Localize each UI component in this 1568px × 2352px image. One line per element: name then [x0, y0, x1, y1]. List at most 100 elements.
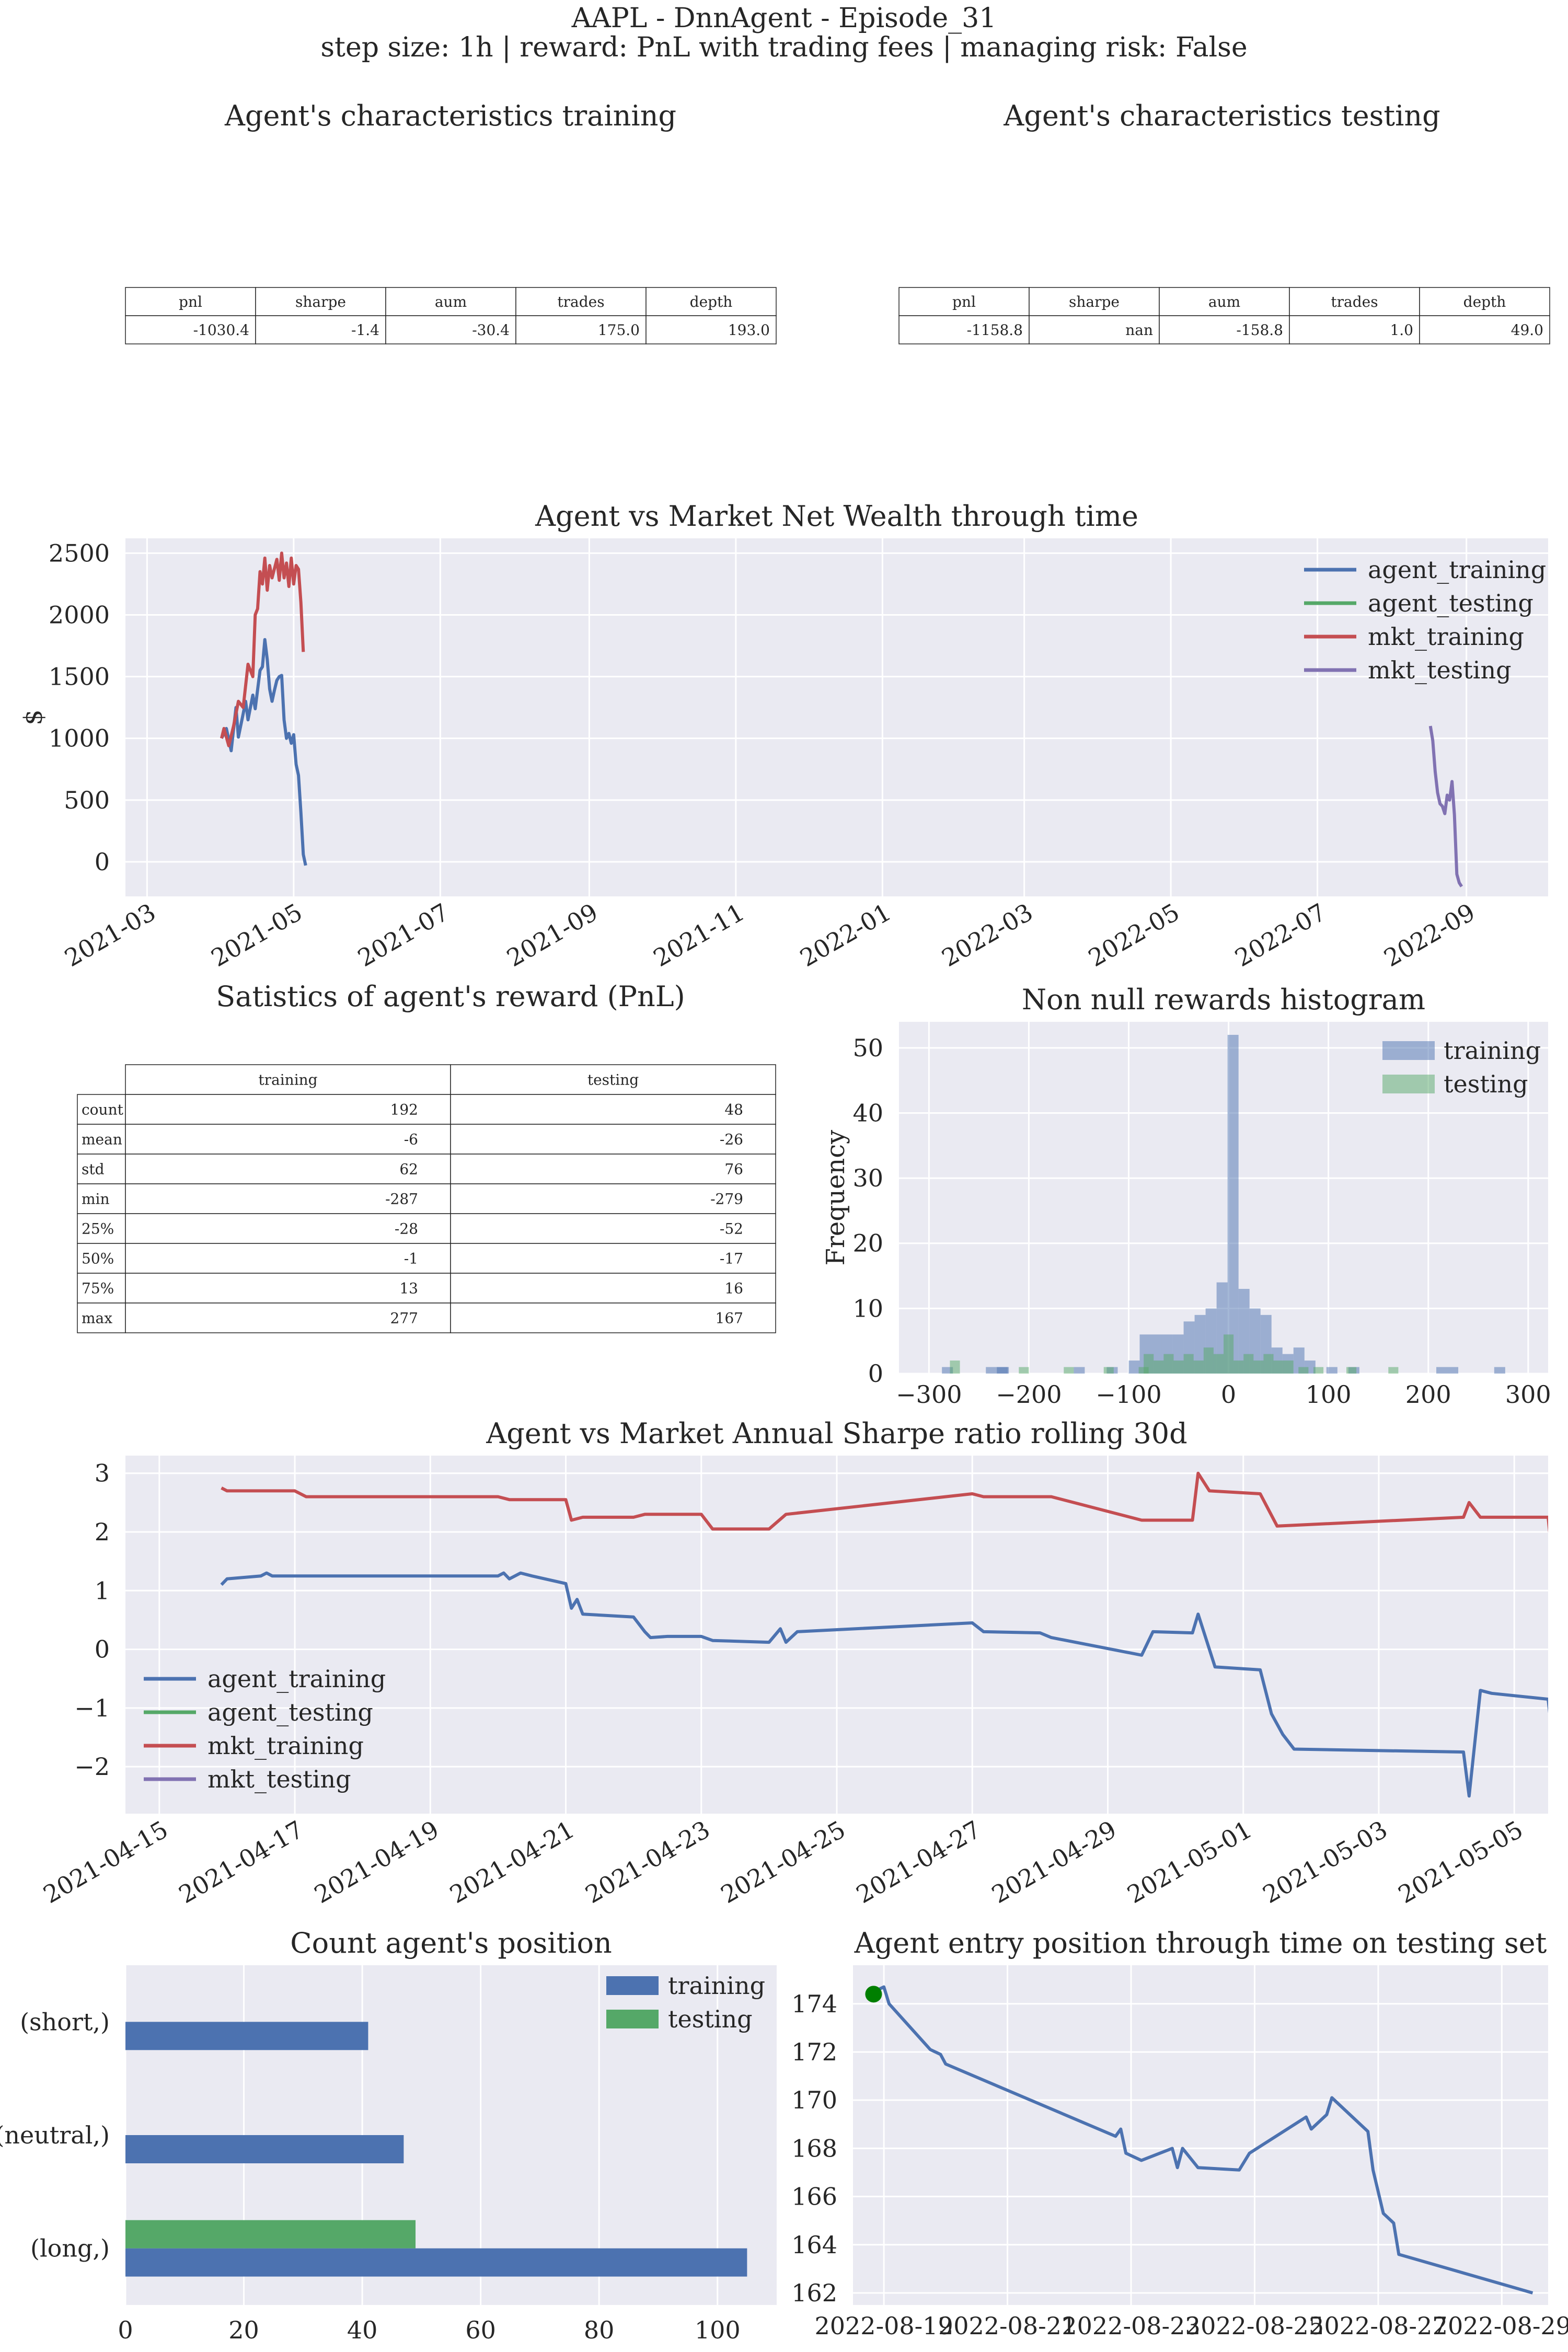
stats-row-label-25: 25%	[82, 1220, 114, 1238]
positions-legend-swatch-testing	[606, 2010, 659, 2028]
stats-row-label-std: std	[82, 1161, 105, 1178]
positions-legend-label-training: training	[668, 1971, 765, 2000]
sharpe-xtick-8: 2021-05-01	[1123, 1815, 1257, 1909]
histogram-bar-training-3	[1074, 1367, 1085, 1374]
histogram-bar-testing-2	[1064, 1367, 1074, 1374]
histogram-bar-testing-12	[1213, 1354, 1224, 1374]
wealth-xtick-9: 2022-09	[1379, 898, 1480, 972]
testing-header-pnl: pnl	[952, 293, 976, 310]
testing-value-depth: 49.0	[1511, 321, 1543, 339]
histogram-bar-training-5	[1128, 1361, 1140, 1374]
histogram-bar-testing-7	[1163, 1354, 1174, 1374]
wealth-xtick-0: 2021-03	[60, 898, 160, 972]
histogram-ytick-5: 50	[852, 1034, 883, 1062]
stats-training-50: -1	[404, 1250, 418, 1267]
entries-plot-area	[853, 1965, 1548, 2305]
histogram-bar-testing-16	[1253, 1361, 1264, 1374]
entries-xtick-2: 2022-08-23	[1062, 2312, 1200, 2340]
training-header-sharpe: sharpe	[295, 293, 346, 310]
wealth-xtick-2: 2021-07	[353, 898, 454, 972]
wealth-xtick-1: 2021-05	[206, 898, 307, 972]
testing-value-cell	[1159, 315, 1290, 344]
stats-cell	[125, 1273, 451, 1304]
histogram-bar-training-14	[1227, 1034, 1239, 1374]
stats-row-label-max: max	[82, 1310, 112, 1327]
training-value-trades: 175.0	[598, 321, 640, 339]
testing-header-sharpe: sharpe	[1069, 293, 1120, 310]
training-header-cell	[125, 287, 256, 316]
wealth-ylabel: $	[19, 709, 48, 725]
sharpe-ytick-5: 3	[95, 1459, 110, 1488]
stats-row-label-cell	[77, 1124, 126, 1155]
positions-bar-training-neutral	[125, 2135, 404, 2163]
entries-ytick-6: 174	[791, 1990, 837, 2018]
stats-training-max: 277	[390, 1310, 418, 1327]
wealth-ytick-2: 1000	[49, 724, 110, 753]
wealth-xtick-7: 2022-05	[1083, 898, 1184, 972]
training-header-depth: depth	[690, 293, 733, 310]
sharpe-legend-label-mkt-training: mkt_training	[207, 1732, 364, 1760]
histogram-bar-testing-1	[1019, 1367, 1029, 1374]
training-header-cell	[255, 287, 386, 316]
histogram-bar-testing-17	[1263, 1354, 1274, 1374]
testing-value-cell	[1029, 315, 1160, 344]
positions-bar-testing-long	[125, 2220, 416, 2249]
entries-line-price	[873, 1985, 1534, 2295]
testing-header-cell	[1289, 287, 1420, 316]
testing-header-depth: depth	[1463, 293, 1506, 310]
stats-row-label-mean: mean	[82, 1131, 122, 1148]
sharpe-xtick-5: 2021-04-25	[716, 1815, 850, 1909]
entries-xtick-1: 2022-08-21	[938, 2312, 1077, 2340]
positions-xtick-5: 100	[695, 2316, 741, 2344]
wealth-plot-area	[125, 538, 1548, 896]
wealth-legend-label-mkt-training: mkt_training	[1368, 622, 1524, 651]
testing-table-title: Agent's characteristics testing	[1003, 99, 1440, 132]
histogram-xtick-4: 100	[1306, 1380, 1352, 1409]
stats-row-label-count: count	[82, 1101, 124, 1119]
histogram-bar-training-26	[1494, 1367, 1505, 1374]
histogram-bar-testing-3	[1103, 1367, 1114, 1374]
histogram-xtick-1: −200	[996, 1380, 1062, 1409]
sharpe-xtick-0: 2021-04-15	[39, 1815, 173, 1909]
entries-ytick-3: 168	[791, 2134, 837, 2162]
wealth-ytick-3: 1500	[49, 663, 110, 691]
histogram-xtick-0: −300	[896, 1380, 962, 1409]
wealth-ytick-0: 0	[95, 848, 110, 876]
positions-xtick-1: 20	[228, 2316, 259, 2344]
positions-category-short: (short,)	[20, 2008, 110, 2036]
training-value-cell	[125, 315, 256, 344]
histogram-title: Non null rewards histogram	[1022, 983, 1425, 1016]
histogram-legend-swatch-testing	[1382, 1075, 1435, 1093]
sharpe-line-mkt-training	[221, 1471, 1548, 1533]
histogram-bar-testing-10	[1193, 1361, 1204, 1374]
testing-characteristics-table: Agent's characteristics testing pnl -1158…	[898, 99, 1550, 344]
histogram-bar-training-24	[1436, 1367, 1448, 1374]
wealth-ytick-5: 2500	[49, 539, 110, 567]
histogram-legend-swatch-training	[1382, 1041, 1435, 1060]
histogram-bar-testing-14	[1233, 1361, 1244, 1374]
training-characteristics-table: Agent's characteristics training pnl -103…	[125, 99, 777, 344]
wealth-xtick-4: 2021-11	[649, 898, 750, 972]
testing-value-cell	[898, 315, 1030, 344]
position-count-chart: 0 20 40 60 80 100 (long,) (neutral,) (short,) Cou…	[0, 1927, 777, 2344]
stats-header-cell	[125, 1064, 451, 1095]
histogram-bar-testing-21	[1313, 1367, 1324, 1374]
entries-title: Agent entry position through time on tes…	[854, 1927, 1547, 1959]
wealth-xtick-5: 2022-01	[795, 898, 896, 972]
testing-value-cell	[1419, 315, 1550, 344]
entries-xtick-3: 2022-08-25	[1185, 2312, 1324, 2340]
entry-position-chart: 2022-08-192022-08-212022-08-232022-08-25…	[791, 1927, 1568, 2340]
histogram-xtick-2: −100	[1096, 1380, 1161, 1409]
sharpe-ytick-1: −1	[74, 1694, 110, 1722]
training-header-trades: trades	[557, 293, 604, 310]
wealth-ytick-4: 2000	[49, 601, 110, 629]
histogram-ytick-3: 30	[852, 1164, 883, 1192]
stats-header-training: training	[258, 1071, 317, 1089]
stats-testing-max: 167	[716, 1310, 743, 1327]
wealth-legend-label-mkt-testing: mkt_testing	[1368, 656, 1512, 684]
stats-cell	[450, 1183, 776, 1214]
training-header-pnl: pnl	[179, 293, 202, 310]
figure-title-line2: step size: 1h | reward: PnL with trading…	[320, 32, 1247, 63]
wealth-line-mkt-testing	[1428, 725, 1463, 887]
